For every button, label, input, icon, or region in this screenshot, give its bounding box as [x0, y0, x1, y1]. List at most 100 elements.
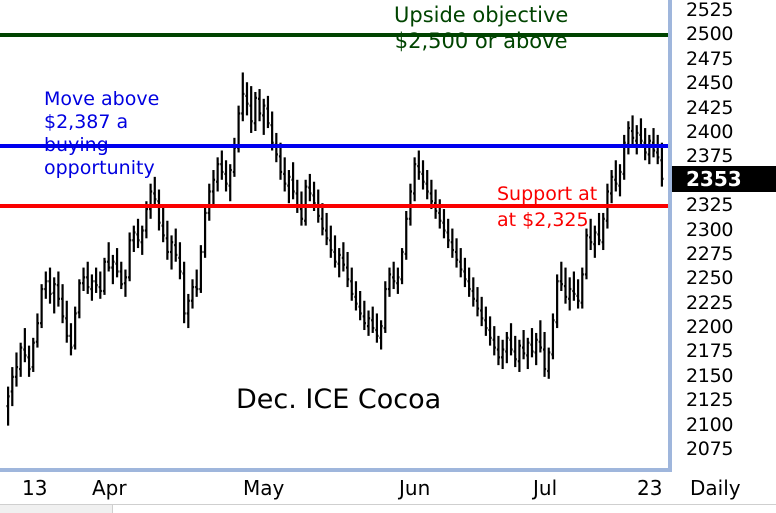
date-tick-label: Apr — [92, 476, 127, 500]
ohlc-bar — [488, 316, 492, 346]
ohlc-bar — [496, 335, 501, 366]
ohlc-bar — [157, 189, 161, 231]
date-tick-label: Jul — [533, 476, 558, 500]
ohlc-bar — [178, 242, 182, 280]
ohlc-bar — [207, 183, 211, 221]
ohlc-bar — [421, 160, 425, 190]
ohlc-bar — [136, 218, 140, 249]
ohlc-bar — [589, 218, 593, 251]
ohlc-bar — [107, 242, 111, 272]
ohlc-bar — [291, 162, 295, 200]
ohlc-bar — [480, 296, 484, 327]
ohlc-bar — [450, 228, 454, 258]
ohlc-bar — [203, 206, 207, 258]
ohlc-bar — [148, 183, 153, 219]
ohlc-bar — [44, 271, 48, 299]
ohlc-bar — [463, 257, 467, 288]
ohlc-bar — [299, 191, 304, 226]
ohlc-bar — [375, 313, 379, 343]
price-tick-label: 2250 — [686, 267, 734, 290]
last-price-badge — [672, 165, 776, 192]
breakout-annotation: Move above $2,387 a buying opportunity — [44, 88, 159, 180]
ohlc-bar — [98, 271, 102, 299]
ohlc-bar — [584, 228, 589, 280]
price-tick-label: 2500 — [686, 23, 734, 46]
ohlc-bar — [56, 271, 60, 307]
support-annotation-line2: at $2,325 — [497, 209, 589, 231]
ohlc-bar — [626, 121, 630, 155]
ohlc-bar — [161, 206, 165, 243]
ohlc-bar — [257, 89, 262, 122]
ohlc-bar — [656, 134, 660, 165]
ohlc-bar — [249, 86, 253, 133]
ohlc-bar — [610, 170, 614, 204]
ohlc-bar — [304, 179, 308, 226]
ohlc-bar — [635, 125, 639, 155]
ohlc-bar — [153, 176, 157, 207]
price-tick-label: 2175 — [686, 340, 734, 363]
chart-title: Dec. ICE Cocoa — [236, 384, 442, 415]
breakout-annotation-line3: buying — [44, 134, 109, 156]
price-tick-label: 2225 — [686, 291, 734, 314]
ohlc-bar — [111, 254, 115, 285]
ohlc-bar — [65, 300, 69, 343]
ohlc-bar — [60, 284, 65, 324]
price-tick-label: 2425 — [686, 96, 734, 119]
price-tick-label: 2325 — [686, 194, 734, 217]
ohlc-bar — [220, 150, 224, 180]
ohlc-bar — [597, 212, 601, 246]
ohlc-bar — [475, 287, 480, 317]
ohlc-bar — [442, 209, 446, 239]
ohlc-bar — [555, 274, 559, 329]
ohlc-bar — [40, 284, 44, 329]
ohlc-bar — [228, 164, 232, 202]
ohlc-bar — [73, 306, 77, 350]
ohlc-bar — [48, 267, 52, 304]
ohlc-bar — [526, 337, 530, 370]
ohlc-bar — [174, 228, 178, 262]
last-price-value: 2353 — [686, 166, 742, 191]
ohlc-bar — [387, 267, 392, 297]
support-annotation: Support at at $2,325 — [497, 181, 597, 233]
ohlc-bar — [333, 235, 337, 268]
ohlc-bar — [413, 157, 417, 202]
ohlc-bar — [308, 173, 312, 202]
ohlc-bar — [19, 342, 23, 377]
date-axis[interactable]: Daily 13 Apr May Jun Jul 23 — [0, 472, 776, 504]
breakout-annotation-line2: $2,387 a — [44, 111, 129, 133]
ohlc-bar — [371, 306, 375, 333]
ohlc-bar — [534, 332, 538, 366]
ohlc-bar — [542, 331, 547, 377]
support-level-line — [0, 204, 668, 209]
ohlc-bar — [186, 293, 190, 329]
ohlc-bar — [400, 248, 404, 285]
ohlc-bar — [425, 170, 429, 200]
ohlc-bar — [660, 142, 664, 187]
ohlc-bar — [618, 164, 622, 197]
ohlc-bar — [115, 248, 119, 278]
price-axis[interactable]: 2353 2525 2500 2475 2450 2425 2400 2375 2325 230… — [672, 0, 776, 470]
ohlc-bar — [651, 128, 656, 158]
price-tick-label: 2400 — [686, 120, 734, 143]
ohlc-bar — [216, 157, 220, 192]
price-tick-label: 2475 — [686, 47, 734, 70]
ohlc-bar — [169, 235, 174, 270]
ohlc-bar — [563, 267, 568, 304]
ohlc-bar — [329, 225, 333, 258]
ohlc-bar — [287, 170, 291, 204]
date-tick-label: May — [243, 476, 285, 500]
ohlc-bar — [622, 134, 626, 180]
ohlc-bar — [484, 306, 488, 336]
ohlc-bar — [128, 232, 132, 282]
ohlc-bar — [211, 170, 216, 207]
upside-objective-line — [0, 33, 668, 38]
price-tick-label: 2300 — [686, 218, 734, 241]
ohlc-bar — [517, 339, 522, 372]
ohlc-bar — [52, 277, 56, 314]
ohlc-bar — [119, 261, 123, 290]
ohlc-bar — [572, 271, 576, 301]
ohlc-bar — [454, 238, 459, 268]
price-plot-area[interactable]: Upside objective $2,500 or above Move ab… — [0, 0, 668, 470]
ohlc-bar — [283, 157, 287, 192]
